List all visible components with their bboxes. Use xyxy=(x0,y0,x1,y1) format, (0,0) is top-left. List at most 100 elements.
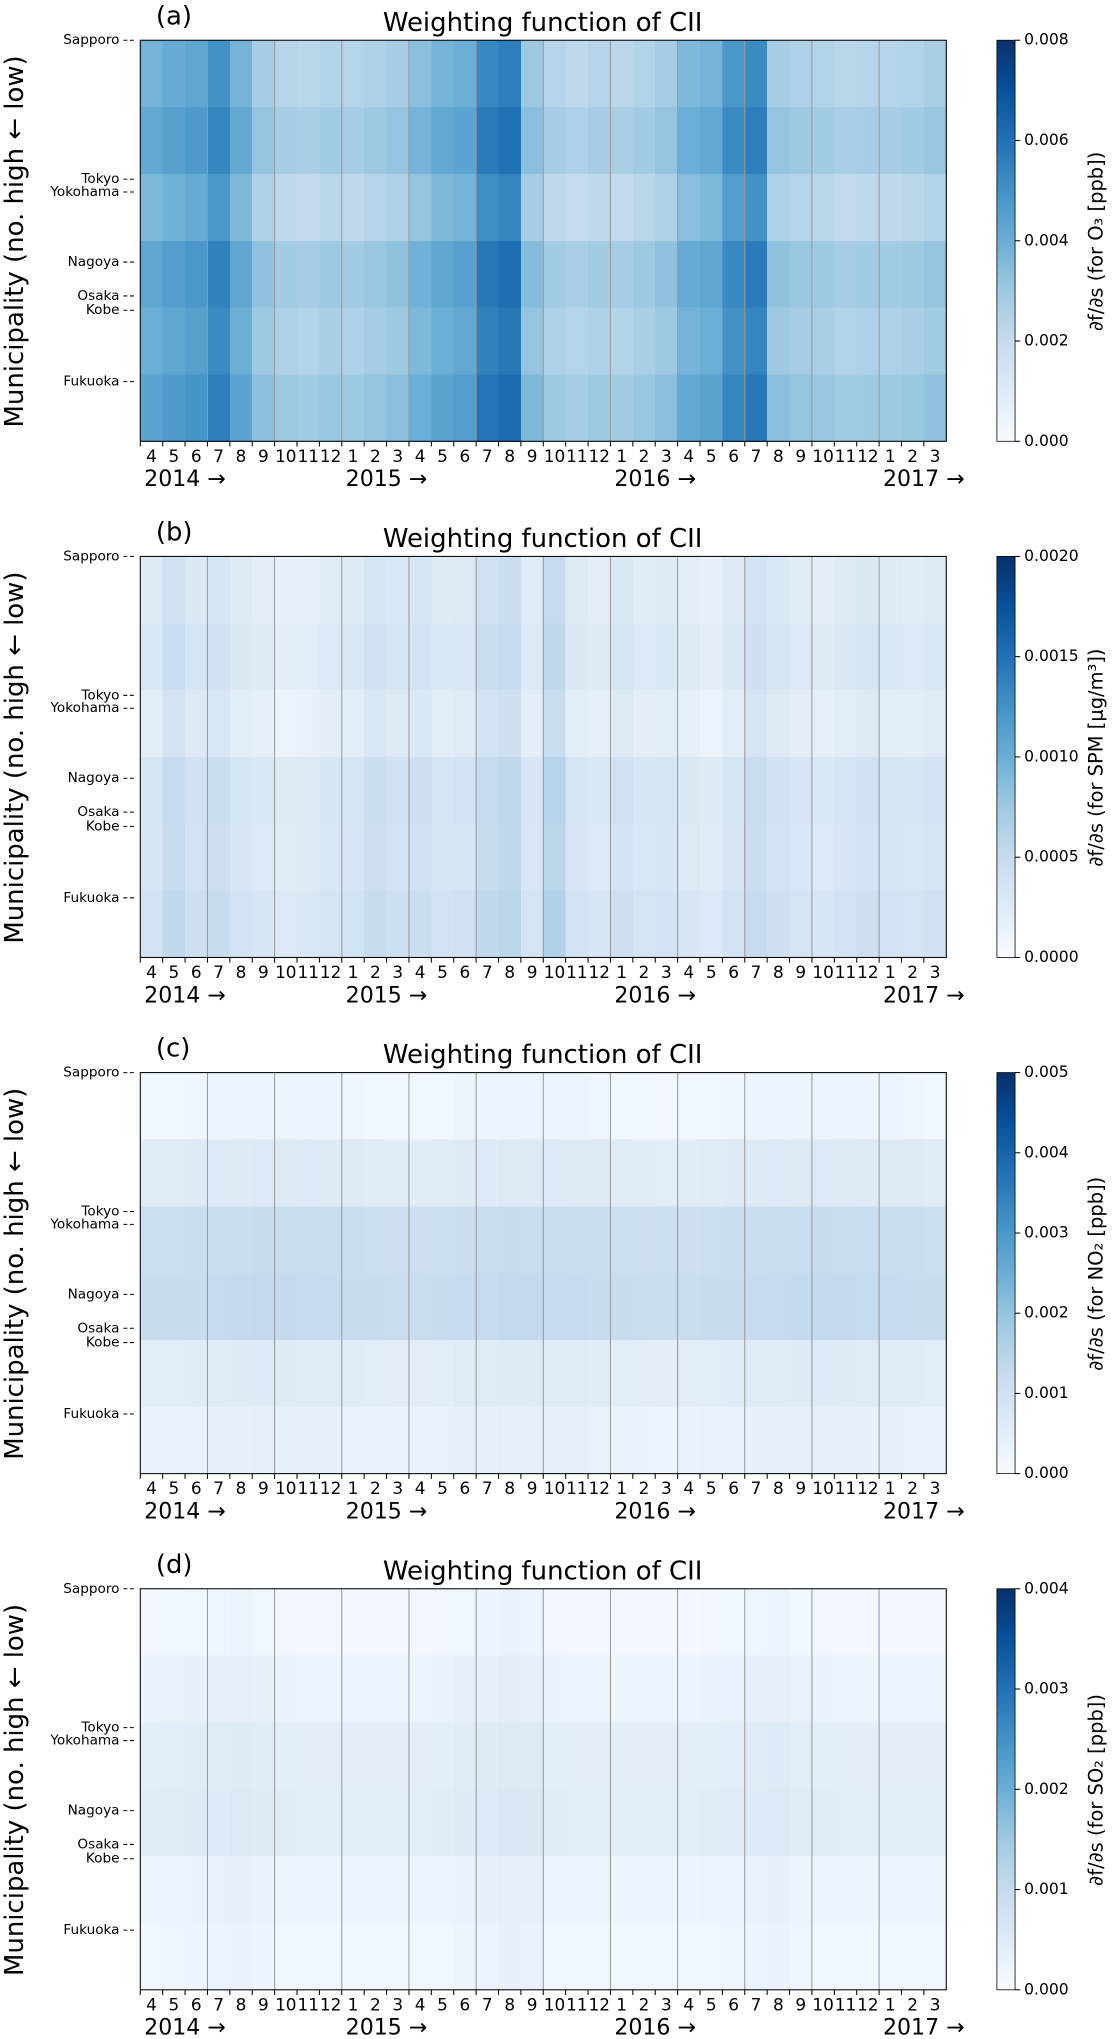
x-tick-label: 1 xyxy=(348,446,359,466)
heat-cell xyxy=(632,1139,656,1207)
x-tick-label: 5 xyxy=(706,1994,717,2014)
heat-cell xyxy=(834,40,858,108)
heat-cell xyxy=(699,173,723,242)
heat-cell xyxy=(856,690,880,758)
x-tick-label: 2 xyxy=(907,446,918,466)
heat-cell xyxy=(520,556,544,624)
heat-cell xyxy=(341,40,365,108)
heat-cell xyxy=(699,756,723,825)
x-tick-label: 10 xyxy=(812,446,833,466)
heat-cell xyxy=(811,1655,835,1723)
heat-cell xyxy=(386,1206,410,1274)
x-tick-label: 3 xyxy=(392,446,403,466)
heat-cell xyxy=(229,690,253,758)
heat-cell xyxy=(431,173,455,242)
heat-cell xyxy=(655,756,679,825)
heat-cell xyxy=(744,1722,768,1790)
heat-cell xyxy=(655,374,679,442)
heat-cell xyxy=(901,823,925,892)
heat-cell xyxy=(610,173,634,242)
heat-cell xyxy=(408,1856,432,1924)
heat-cell xyxy=(834,1789,858,1857)
heat-cell xyxy=(722,1655,746,1723)
heat-cell xyxy=(476,1588,500,1657)
heat-cell xyxy=(162,823,186,892)
heat-cell xyxy=(655,556,679,624)
x-tick-label: 3 xyxy=(930,962,941,982)
heat-cell xyxy=(140,1722,164,1790)
heat-cell xyxy=(498,556,522,624)
x-tick-label: 1 xyxy=(885,1478,896,1498)
x-tick-label: 12 xyxy=(857,962,878,982)
heat-cell xyxy=(565,756,589,825)
heat-cell xyxy=(185,1922,208,1991)
heat-cell xyxy=(565,1789,589,1857)
heat-cell xyxy=(879,173,903,242)
heat-cell xyxy=(901,1722,925,1790)
heat-cell xyxy=(207,1722,231,1790)
heat-cell xyxy=(834,756,858,825)
heat-cell xyxy=(632,1406,656,1475)
heat-cell xyxy=(319,307,343,375)
x-tick-label: 2 xyxy=(370,1994,381,2014)
heat-cell xyxy=(185,1072,208,1140)
heat-cell xyxy=(699,240,723,309)
heat-cell xyxy=(610,1206,634,1274)
heat-cell xyxy=(185,374,208,442)
x-tick-label: 9 xyxy=(258,446,269,466)
colorbar-label: ∂f/∂s (for NO₂ [ppb]) xyxy=(1084,1177,1107,1371)
heat-cell xyxy=(476,307,500,375)
heat-cell xyxy=(207,240,231,309)
year-label: 2016 → xyxy=(614,2016,696,2039)
heat-cell xyxy=(408,1722,432,1790)
heat-cell xyxy=(341,1072,365,1140)
heat-cell xyxy=(923,1406,947,1475)
heat-cell xyxy=(901,307,925,375)
heat-cell xyxy=(565,1922,589,1991)
heat-cell xyxy=(364,240,388,309)
x-tick-label: 9 xyxy=(527,446,538,466)
colorbar-tick-label: 0.004 xyxy=(1024,231,1069,249)
heat-cell xyxy=(543,374,567,442)
y-tick-label: Kobe xyxy=(86,1851,120,1867)
heat-cell xyxy=(408,40,432,108)
heat-cell xyxy=(722,1856,746,1924)
colorbar-tick-label: 0.000 xyxy=(1024,1980,1069,1998)
heat-cell xyxy=(834,107,858,175)
x-tick-label: 2 xyxy=(370,446,381,466)
heat-cell xyxy=(185,823,208,892)
heat-cell xyxy=(207,1273,231,1341)
x-tick-label: 7 xyxy=(482,962,493,982)
x-tick-label: 6 xyxy=(728,1478,739,1498)
x-tick-label: 11 xyxy=(297,1994,318,2014)
x-tick-label: 7 xyxy=(751,1994,762,2014)
year-label: 2016 → xyxy=(614,983,696,1008)
heat-cell xyxy=(699,1655,723,1723)
heat-cell xyxy=(408,1789,432,1857)
heat-cell xyxy=(476,623,500,691)
heat-cell xyxy=(923,1588,947,1657)
heat-cell xyxy=(185,1722,208,1790)
heat-cell xyxy=(431,1206,455,1274)
heat-cell xyxy=(744,1339,768,1408)
heat-cell xyxy=(677,107,701,175)
x-tick-label: 1 xyxy=(348,1994,359,2014)
heat-cell xyxy=(722,1072,746,1140)
heat-cell xyxy=(274,1722,298,1790)
heat-cell xyxy=(811,556,835,624)
heat-cell xyxy=(364,756,388,825)
x-tick-label: 8 xyxy=(504,446,515,466)
heat-cell xyxy=(386,1722,410,1790)
heat-cell xyxy=(744,556,768,624)
heat-cell xyxy=(296,756,320,825)
heat-cell xyxy=(386,240,410,309)
heat-cell xyxy=(498,1722,522,1790)
y-tick-label: Nagoya xyxy=(68,254,120,270)
heat-cell xyxy=(274,823,298,892)
heat-cell xyxy=(207,107,231,175)
heat-cell xyxy=(677,690,701,758)
heat-cell xyxy=(364,1206,388,1274)
heat-cell xyxy=(341,1655,365,1723)
heat-cell xyxy=(453,1588,477,1657)
heat-cell xyxy=(498,1139,522,1207)
